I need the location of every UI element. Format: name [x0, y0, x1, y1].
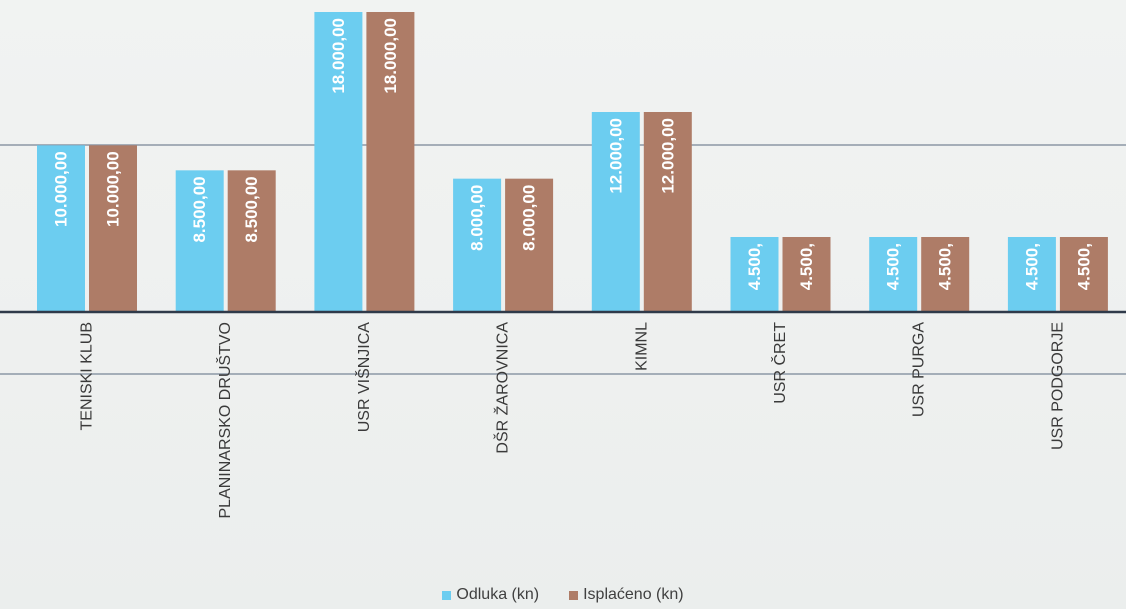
bar	[782, 237, 831, 312]
x-tick-label: KIMNL	[633, 322, 650, 371]
legend-label-odluka: Odluka (kn)	[456, 586, 540, 603]
data-label: 8.000,00	[468, 185, 487, 251]
bar	[175, 170, 224, 312]
bar	[643, 112, 692, 312]
data-label: 12.000,00	[606, 118, 625, 194]
legend-item-isplaceno: Isplaćeno (kn)	[569, 586, 684, 604]
bar	[1059, 237, 1108, 312]
x-tick-label: USR PURGA	[911, 322, 928, 417]
bar	[453, 178, 502, 312]
bar	[89, 145, 137, 312]
x-tick-label: TENISKI KLUB	[79, 322, 96, 430]
legend-swatch-odluka	[442, 590, 452, 600]
legend-item-odluka: Odluka (kn)	[442, 586, 539, 604]
x-tick-label: USR PODGORJE	[1049, 322, 1066, 450]
x-tick-label: USR VIŠNJICA	[354, 322, 373, 433]
data-label: 4.500,	[797, 243, 816, 290]
data-label: 8.000,00	[520, 185, 539, 251]
bar	[366, 12, 415, 312]
x-tick-label: DŠR ŽAROVNICA	[493, 322, 512, 454]
bar	[314, 12, 363, 312]
bar	[921, 237, 970, 312]
legend: Odluka (kn) Isplaćeno (kn)	[0, 586, 1126, 604]
data-label: 10.000,00	[104, 151, 123, 227]
data-label: 4.500,	[1022, 243, 1041, 290]
bar	[37, 145, 85, 312]
bar	[227, 170, 276, 312]
bar	[505, 178, 554, 312]
x-tick-label: USR ČRET	[770, 322, 789, 404]
x-tick-label: PLANINARSKO DRUŠTVO	[215, 322, 234, 518]
bar	[591, 112, 640, 312]
data-label: 8.500,00	[190, 176, 209, 242]
data-label: 4.500,	[936, 243, 955, 290]
legend-label-isplaceno: Isplaćeno (kn)	[583, 586, 684, 603]
bar	[869, 237, 918, 312]
data-label: 18.000,00	[381, 18, 400, 94]
data-label: 18.000,00	[329, 18, 348, 94]
bar	[730, 237, 779, 312]
data-label: 10.000,00	[52, 151, 71, 227]
data-label: 12.000,00	[658, 118, 677, 194]
bar	[1007, 237, 1056, 312]
data-label: 4.500,	[884, 243, 903, 290]
data-label: 4.500,	[745, 243, 764, 290]
data-label: 4.500,	[1074, 243, 1093, 290]
data-label: 8.500,00	[242, 176, 261, 242]
legend-swatch-isplaceno	[569, 590, 579, 600]
